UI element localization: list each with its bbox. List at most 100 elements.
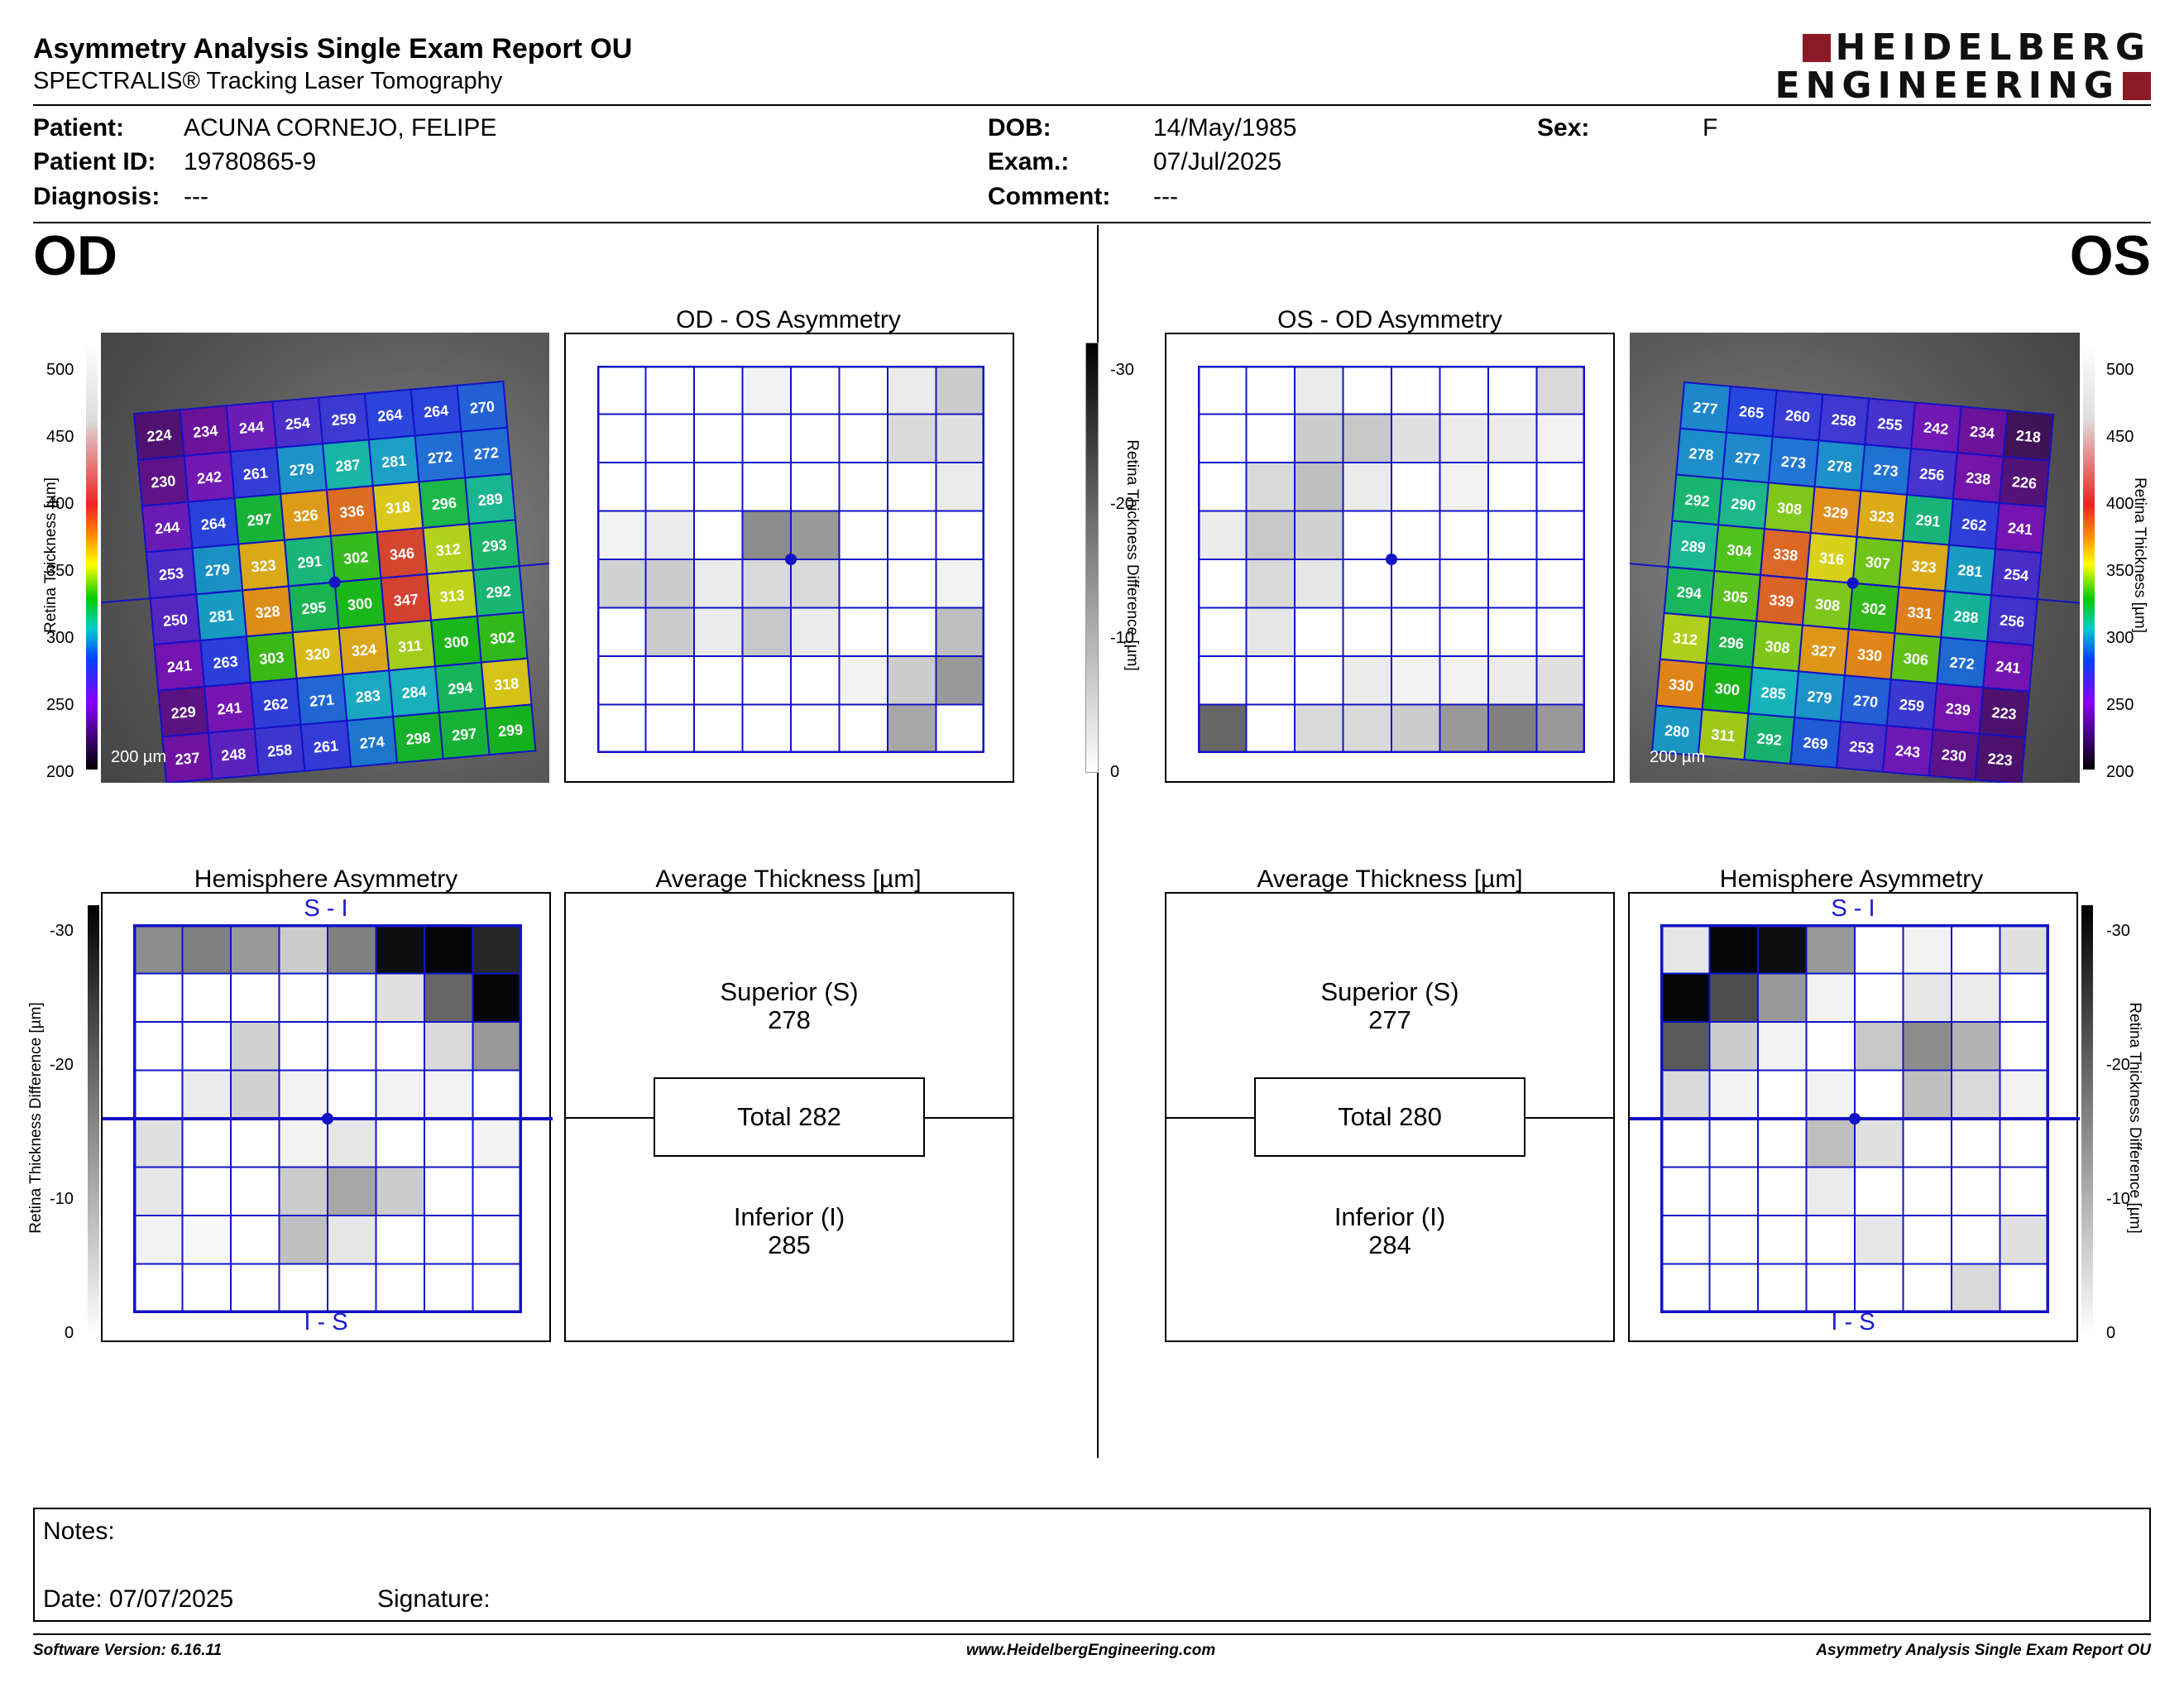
patient-name: ACUNA CORNEJO, FELIPE [184,114,497,141]
grid-cell [230,1069,280,1120]
header-divider [33,104,2151,106]
grid-cell [230,1118,280,1168]
grid-cell [887,607,937,657]
notes-date: Date: 07/07/2025 [43,1585,234,1613]
notes-label: Notes: [43,1518,115,1545]
grid-cell [1294,607,1344,657]
grid-cell [181,1069,232,1120]
grid-cell [935,413,984,463]
grid-cell [133,924,184,975]
grid-cell [1294,413,1344,463]
os-scale-bar: 200 µm [1650,748,1706,766]
thickness-value: 253 [1849,738,1875,757]
grid-cell [278,1263,328,1313]
grid-cell [1660,1118,1711,1168]
grid-cell [327,924,377,975]
grid-cell [1342,655,1392,706]
diff-colorbar-center [1085,343,1099,773]
grid-cell [790,510,841,560]
thickness-value: 274 [359,733,386,752]
grid-cell [1294,510,1344,560]
grid-cell [887,366,937,415]
thickness-value: 329 [1822,503,1849,522]
thickness-value: 297 [451,725,477,744]
grid-cell [1660,1021,1711,1072]
report-title: Asymmetry Analysis Single Exam Report OU [33,33,633,65]
grid-cell [472,1021,522,1072]
thickness-value: 298 [405,729,432,748]
thickness-value: 296 [431,494,457,513]
thickness-value: 323 [1869,507,1895,526]
grid-cell [230,924,280,975]
thickness-value: 292 [486,583,512,602]
thickness-value: 234 [192,422,218,441]
thickness-value: 281 [381,453,407,472]
thickness-value: 330 [1856,646,1883,665]
grid-cell [1757,924,1808,975]
grid-cell [1391,607,1441,657]
grid-cell [1342,462,1392,512]
grid-cell [1708,1021,1759,1072]
grid-cell [1660,1069,1711,1120]
thickness-value: 280 [1664,722,1690,741]
grid-cell [1487,607,1538,657]
grid-cell [838,655,888,706]
grid-cell [790,413,841,463]
os-avg-title: Average Thickness [µm] [1257,866,1523,893]
thickness-value: 300 [1714,680,1741,699]
grid-cell [644,510,695,560]
thickness-value: 263 [213,653,239,672]
od-fundus-image: 224 234 244 254 259 264 264 270 230 242 261 279 287 2… [101,333,549,783]
grid-cell [838,607,888,657]
od-hemi-title: Hemisphere Asymmetry [194,866,458,893]
grid-cell [133,1166,184,1216]
grid-cell [1951,1166,2001,1216]
grid-cell [1805,1021,1856,1072]
grid-cell [1757,1215,1808,1265]
thickness-value: 294 [1676,583,1703,602]
thickness-value: 226 [2011,473,2038,492]
os-asym-title: OS - OD Asymmetry [1277,306,1502,333]
grid-cell [278,1215,328,1265]
grid-cell [1999,1215,2049,1265]
grid-cell [1294,655,1344,706]
thickness-value: 241 [2007,520,2033,539]
grid-cell [1487,559,1538,609]
grid-cell [1757,1166,1808,1216]
thickness-value: 288 [1953,607,1980,626]
grid-cell [1535,462,1585,512]
grid-cell [597,366,647,415]
thickness-value: 242 [1923,419,1949,438]
grid-cell [1951,1118,2001,1168]
grid-cell [1294,703,1344,753]
grid-cell [1660,1215,1711,1265]
grid-cell [1805,1166,1856,1216]
grid-cell [1951,1021,2001,1072]
thickness-value: 230 [150,472,176,492]
os-hemisphere-panel: S - I I - S [1628,892,2080,1342]
grid-cell [424,1263,474,1313]
grid-cell [790,703,841,753]
thickness-value: 285 [1760,684,1787,703]
grid-cell [375,1263,425,1313]
thickness-value: 306 [1903,650,1929,669]
thickness-value: 295 [300,599,327,618]
thickness-value: 259 [331,410,357,429]
grid-cell [1342,559,1392,609]
thickness-value: 324 [351,641,377,660]
thickness-value: 339 [1769,592,1795,611]
thickness-value: 261 [313,737,339,756]
grid-cell [644,462,695,512]
grid-cell [375,1166,425,1216]
grid-cell [327,1166,377,1216]
thickness-value: 255 [1877,415,1904,434]
grid-cell [1198,462,1248,512]
grid-border [597,366,984,753]
od-thickness-map: 224 234 244 254 259 264 264 270 230 242 261 279 287 2… [101,380,549,783]
thickness-value: 270 [1852,692,1879,711]
notes-box[interactable]: Notes: Date: 07/07/2025 Signature: [33,1508,2151,1622]
thickness-value: 279 [1807,688,1833,707]
website-link[interactable]: www.HeidelbergEngineering.com [966,1642,1216,1659]
comment-value: --- [1153,183,1178,210]
thickness-value: 264 [200,515,227,534]
